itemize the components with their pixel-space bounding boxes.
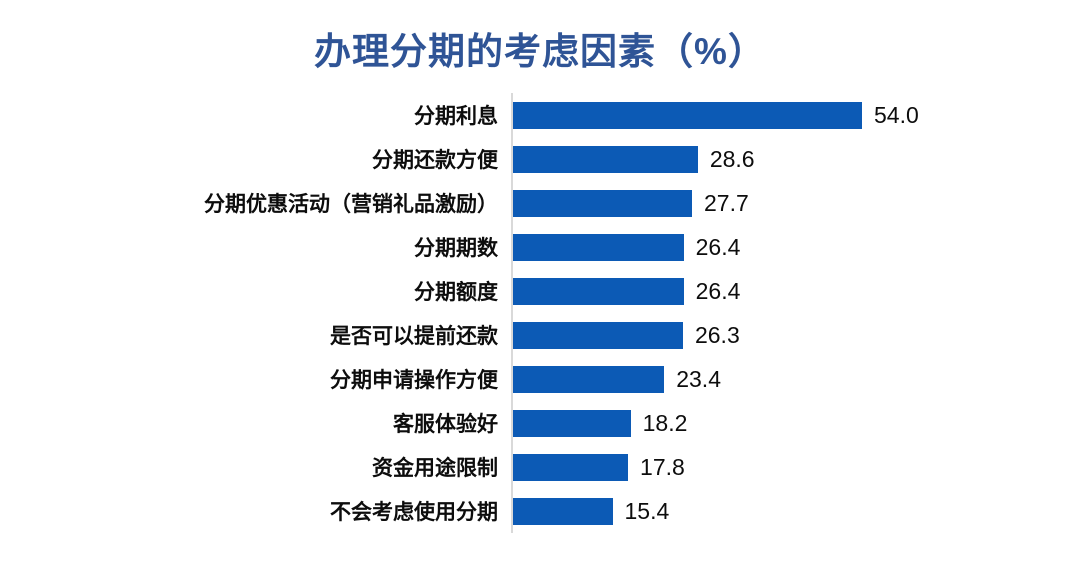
- bar: [513, 409, 631, 437]
- category-label: 分期额度: [414, 281, 498, 305]
- category-label: 不会考虑使用分期: [330, 501, 498, 525]
- bar: [513, 233, 684, 261]
- category-label: 客服体验好: [393, 413, 498, 437]
- category-label: 资金用途限制: [372, 457, 498, 481]
- value-label: 26.4: [695, 277, 741, 304]
- bar-chart: 分期利息 54.0 分期还款方便 28.6 分期优惠活动（营销礼品激励） 27.7 分期期数…: [0, 88, 1080, 539]
- bar-track: 26.4: [511, 225, 1080, 270]
- bar-rows-container: 分期利息 54.0 分期还款方便 28.6 分期优惠活动（营销礼品激励） 27.7 分期期数…: [0, 88, 1080, 539]
- value-label: 18.2: [642, 409, 688, 436]
- bar: [513, 189, 693, 217]
- bar: [513, 365, 665, 393]
- bar-row: 分期申请操作方便 23.4: [0, 357, 1080, 402]
- bar-row: 分期还款方便 28.6: [0, 137, 1080, 182]
- chart-title: 办理分期的考虑因素（%）: [314, 31, 766, 72]
- bar: [513, 277, 684, 305]
- bar-row: 是否可以提前还款 26.3: [0, 313, 1080, 358]
- bar-row: 分期期数 26.4: [0, 225, 1080, 270]
- category-label: 分期优惠活动（营销礼品激励）: [204, 193, 498, 217]
- bar-track: 15.4: [511, 489, 1080, 534]
- value-label: 27.7: [704, 189, 749, 216]
- value-label: 26.3: [694, 321, 740, 348]
- category-label: 分期还款方便: [372, 149, 498, 173]
- category-label: 分期利息: [414, 105, 498, 129]
- category-label: 分期期数: [414, 237, 498, 261]
- bar-row: 资金用途限制 17.8: [0, 445, 1080, 490]
- bar-row: 客服体验好 18.2: [0, 401, 1080, 446]
- bar-track: 23.4: [511, 357, 1080, 402]
- bar-row: 分期利息 54.0: [0, 93, 1080, 138]
- category-label: 分期申请操作方便: [330, 369, 498, 393]
- value-label: 28.6: [709, 145, 755, 172]
- bar: [513, 145, 698, 173]
- bar-track: 54.0: [511, 93, 1080, 138]
- bar: [513, 321, 683, 349]
- bar-track: 17.8: [511, 445, 1080, 490]
- bar-row: 分期额度 26.4: [0, 269, 1080, 314]
- value-label: 23.4: [676, 365, 721, 392]
- value-label: 15.4: [624, 497, 670, 524]
- bar: [513, 453, 629, 481]
- bar-row: 分期优惠活动（营销礼品激励） 27.7: [0, 181, 1080, 226]
- bar-track: 26.3: [511, 313, 1080, 358]
- value-label: 54.0: [874, 101, 919, 128]
- bar-track: 27.7: [511, 181, 1080, 226]
- category-label: 是否可以提前还款: [330, 325, 498, 349]
- value-label: 17.8: [640, 453, 685, 480]
- bar-row: 不会考虑使用分期 15.4: [0, 489, 1080, 534]
- bar: [513, 101, 862, 129]
- value-label: 26.4: [695, 233, 741, 260]
- bar: [513, 497, 613, 525]
- bar-track: 28.6: [511, 137, 1080, 182]
- bar-track: 26.4: [511, 269, 1080, 314]
- bar-track: 18.2: [511, 401, 1080, 446]
